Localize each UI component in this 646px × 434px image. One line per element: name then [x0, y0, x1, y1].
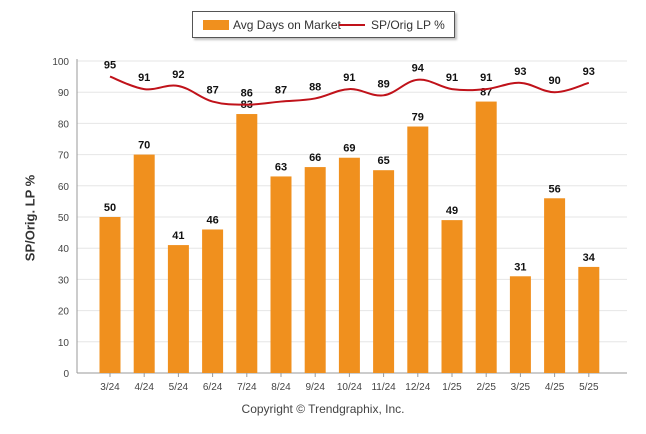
bar: [475, 101, 497, 373]
y-tick-label: 70: [58, 151, 70, 162]
x-tick-label: 11/24: [371, 382, 396, 393]
bar-value-label: 34: [583, 252, 596, 264]
x-tick-label: 9/24: [305, 382, 325, 393]
bar: [202, 229, 224, 373]
x-tick-label: 3/25: [511, 382, 531, 393]
line-value-label: 92: [172, 69, 184, 81]
bar-value-label: 79: [412, 112, 424, 124]
legend: Avg Days on Market SP/Orig LP %: [192, 11, 455, 38]
y-tick-labels: 0 10 20 30 40 50 60 70 80 90 100: [52, 57, 69, 380]
y-tick-label: 20: [58, 307, 70, 318]
bar: [167, 245, 189, 373]
bar-value-label: 66: [309, 152, 321, 164]
y-tick-label: 10: [58, 338, 70, 349]
x-tick-label: 5/24: [169, 382, 189, 393]
line-value-label: 93: [583, 66, 595, 78]
bar: [407, 126, 429, 374]
y-tick-label: 40: [58, 244, 70, 255]
bar: [338, 157, 360, 373]
x-tick-label: 7/24: [237, 382, 257, 393]
bar-value-label: 65: [377, 155, 389, 167]
x-tick-label: 4/24: [134, 382, 154, 393]
legend-label-sp-orig-lp: SP/Orig LP %: [371, 18, 445, 32]
line-value-label: 91: [480, 72, 492, 84]
x-tick-label: 12/24: [405, 382, 430, 393]
line-value-label: 88: [309, 81, 321, 93]
line-value-label: 91: [138, 72, 150, 84]
bar: [236, 114, 258, 373]
y-tick-label: 100: [52, 57, 69, 68]
line-series: [109, 75, 590, 106]
y-tick-label: 90: [58, 88, 70, 99]
x-tick-label: 2/25: [476, 382, 496, 393]
line-path: [109, 75, 590, 106]
bar: [441, 220, 463, 373]
line-value-label: 87: [206, 85, 218, 97]
bar: [133, 154, 155, 373]
bar: [544, 198, 566, 373]
legend-line-swatch: [339, 24, 365, 26]
bar-value-label: 31: [514, 261, 526, 273]
x-tick-label: 6/24: [203, 382, 223, 393]
legend-bar-swatch: [203, 20, 229, 30]
bar: [373, 170, 395, 373]
line-data-labels: 95 91 92 87 86 87 88 91 89 94 91 91 93 90 93: [104, 60, 595, 100]
bar-value-label: 63: [275, 161, 287, 173]
x-tick-label: 10/24: [337, 382, 362, 393]
copyright-footer: Copyright © Trendgraphix, Inc.: [241, 402, 405, 416]
y-tick-label: 60: [58, 182, 70, 193]
x-tick-label: 8/24: [271, 382, 291, 393]
line-value-label: 87: [275, 85, 287, 97]
y-tick-label: 0: [63, 369, 69, 380]
x-tick-label: 1/25: [442, 382, 462, 393]
x-tick-labels: 3/24 4/24 5/24 6/24 7/24 8/24 9/24 10/24 11/24 12…: [100, 382, 599, 393]
bar-value-label: 41: [172, 230, 184, 242]
y-tick-label: 80: [58, 119, 70, 130]
bar-value-label: 56: [548, 183, 560, 195]
line-value-label: 86: [241, 88, 253, 100]
line-value-label: 95: [104, 60, 116, 72]
bar-series: [99, 101, 600, 374]
bar: [270, 176, 292, 373]
legend-label-days-on-market: Avg Days on Market: [233, 18, 341, 32]
x-tick-label: 3/24: [100, 382, 120, 393]
y-tick-label: 30: [58, 275, 70, 286]
bar: [578, 266, 600, 373]
bar-value-label: 69: [343, 143, 355, 155]
bar-value-label: 46: [206, 214, 218, 226]
line-value-label: 93: [514, 66, 526, 78]
y-axis-label: SP/Orig. LP %: [22, 174, 38, 262]
bar-value-label: 49: [446, 205, 458, 217]
x-tick-label: 4/25: [545, 382, 565, 393]
x-tick-label: 5/25: [579, 382, 599, 393]
bar-value-label: 70: [138, 140, 150, 152]
line-value-label: 94: [412, 63, 425, 75]
bar: [304, 167, 326, 373]
line-value-label: 89: [377, 78, 389, 90]
line-value-label: 91: [446, 72, 458, 84]
bar-value-label: 50: [104, 202, 116, 214]
y-tick-label: 50: [58, 213, 70, 224]
bar: [99, 217, 121, 373]
bar: [509, 276, 531, 373]
line-value-label: 90: [548, 75, 560, 87]
line-value-label: 91: [343, 72, 355, 84]
